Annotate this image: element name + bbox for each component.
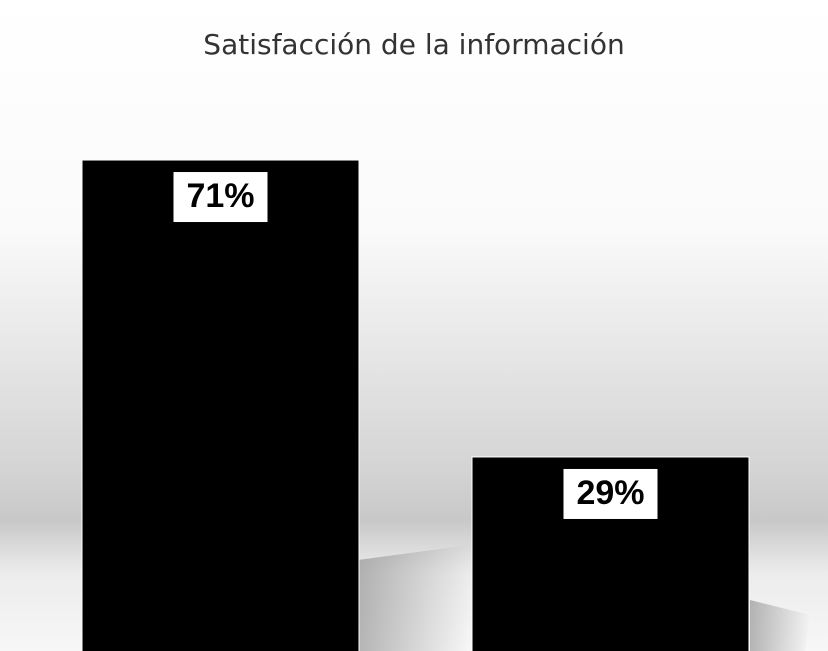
data-label: 71% <box>186 177 254 215</box>
chart-title: Satisfacción de la información <box>203 28 624 61</box>
bar <box>81 159 360 651</box>
data-label-box <box>563 468 658 519</box>
data-label: 29% <box>576 474 644 512</box>
data-label-box <box>173 172 268 223</box>
shadow <box>358 545 470 651</box>
shadow <box>750 600 810 651</box>
